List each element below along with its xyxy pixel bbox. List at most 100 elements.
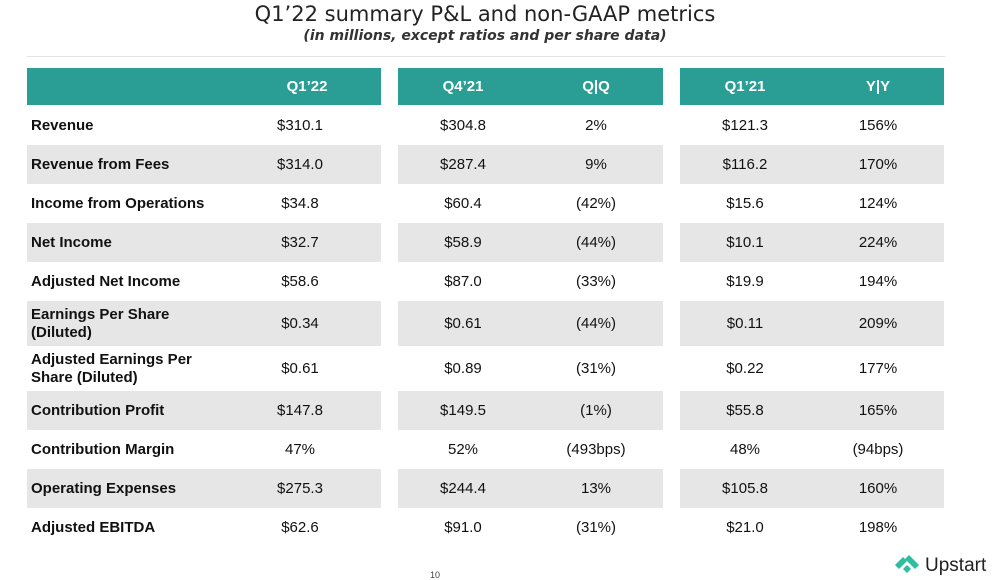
cell-qq: (44%) <box>575 315 616 332</box>
table-row: Adjusted Earnings Per Share (Diluted) $0.… <box>0 346 1000 391</box>
cell-qq: (1%) <box>580 402 612 419</box>
row-label: Operating Expenses <box>31 479 177 497</box>
table-row: Revenue from Fees $314.0 $287.4 9% $116.2 170… <box>0 145 1000 184</box>
cell-q1-22: $0.34 <box>281 315 319 332</box>
row-band <box>680 391 944 430</box>
header-q1-22: Q1’22 <box>286 78 328 95</box>
cell-q1-22: $0.61 <box>281 360 319 377</box>
table-row: Contribution Margin 47% 52% (493bps) 48% (94b… <box>0 430 1000 469</box>
row-band <box>398 469 663 508</box>
row-band <box>398 301 663 346</box>
cell-q1-21: $10.1 <box>726 234 764 251</box>
cell-q1-22: $275.3 <box>277 480 323 497</box>
cell-q1-22: 47% <box>284 441 316 458</box>
cell-yy: 224% <box>858 234 898 251</box>
cell-q4-21: $0.89 <box>444 360 482 377</box>
row-band <box>398 223 663 262</box>
row-band <box>27 301 381 346</box>
logo-text: Upstart <box>925 554 987 576</box>
cell-qq: (31%) <box>575 360 616 377</box>
cell-q1-21: $15.6 <box>726 195 764 212</box>
row-label: Contribution Profit <box>31 401 165 419</box>
row-band <box>398 145 663 184</box>
header-q1-21: Q1’21 <box>724 78 766 95</box>
row-band <box>27 223 381 262</box>
cell-q4-21: 52% <box>447 441 479 458</box>
row-band <box>680 145 944 184</box>
cell-q4-21: $58.9 <box>444 234 482 251</box>
row-label: Net Income <box>31 233 112 251</box>
slide-subtitle: (in millions, except ratios and per shar… <box>303 28 667 44</box>
cell-qq: (33%) <box>575 273 616 290</box>
row-band <box>398 391 663 430</box>
header-group-quarter: Q4’21 Q|Q <box>398 68 663 105</box>
upstart-logo-icon <box>893 552 921 579</box>
table-row: Earnings Per Share (Diluted) $0.34 $0.61 (4… <box>0 301 1000 346</box>
row-label: Contribution Margin <box>31 440 175 458</box>
cell-q1-22: $147.8 <box>277 402 323 419</box>
cell-q1-21: $0.11 <box>726 315 764 332</box>
cell-q4-21: $287.4 <box>440 156 486 173</box>
cell-q4-21: $60.4 <box>444 195 482 212</box>
header-yy: Y|Y <box>865 78 891 95</box>
header-group-current: Q1’22 <box>27 68 381 105</box>
cell-yy: 124% <box>858 195 898 212</box>
cell-qq: (493bps) <box>566 441 626 458</box>
table-row: Operating Expenses $275.3 $244.4 13% $105.8 1… <box>0 469 1000 508</box>
page-number: 10 <box>430 570 441 580</box>
cell-q1-22: $314.0 <box>277 156 323 173</box>
cell-q1-21: $19.9 <box>726 273 764 290</box>
row-band <box>680 223 944 262</box>
cell-q1-21: $116.2 <box>722 156 768 173</box>
cell-q4-21: $91.0 <box>444 519 482 536</box>
row-label: Revenue <box>31 116 94 134</box>
cell-qq: 9% <box>585 156 607 173</box>
row-label: Adjusted Earnings Per Share (Diluted) <box>31 350 192 386</box>
cell-q1-22: $34.8 <box>281 195 319 212</box>
header-group-year: Q1’21 Y|Y <box>680 68 944 105</box>
row-band <box>27 391 381 430</box>
cell-yy: 209% <box>858 315 898 332</box>
table-row: Adjusted EBITDA $62.6 $91.0 (31%) $21.0 198% <box>0 508 1000 547</box>
table-row: Income from Operations $34.8 $60.4 (42%) $15… <box>0 184 1000 223</box>
cell-q1-21: 48% <box>729 441 761 458</box>
cell-yy: 177% <box>858 360 898 377</box>
table-row: Contribution Profit $147.8 $149.5 (1%) $55.8… <box>0 391 1000 430</box>
cell-yy: (94bps) <box>852 441 904 458</box>
cell-qq: 2% <box>585 117 607 134</box>
cell-yy: 170% <box>858 156 898 173</box>
table-row: Net Income $32.7 $58.9 (44%) $10.1 224% <box>0 223 1000 262</box>
row-band <box>680 301 944 346</box>
row-band <box>680 469 944 508</box>
cell-qq: 13% <box>580 480 612 497</box>
cell-q1-21: $55.8 <box>726 402 764 419</box>
header-qq: Q|Q <box>582 78 610 95</box>
cell-q1-22: $310.1 <box>277 117 323 134</box>
cell-qq: (42%) <box>575 195 616 212</box>
cell-q1-21: $21.0 <box>726 519 764 536</box>
cell-yy: 194% <box>858 273 898 290</box>
cell-q1-22: $32.7 <box>281 234 319 251</box>
cell-yy: 160% <box>858 480 898 497</box>
cell-yy: 198% <box>858 519 898 536</box>
table-row: Adjusted Net Income $58.6 $87.0 (33%) $19.9 1… <box>0 262 1000 301</box>
row-label: Income from Operations <box>31 194 205 212</box>
cell-q4-21: $244.4 <box>440 480 486 497</box>
cell-q1-22: $58.6 <box>281 273 319 290</box>
cell-yy: 165% <box>858 402 898 419</box>
cell-qq: (31%) <box>575 519 616 536</box>
row-label: Earnings Per Share (Diluted) <box>31 305 170 341</box>
row-band <box>27 469 381 508</box>
row-label: Adjusted Net Income <box>31 272 181 290</box>
cell-q4-21: $87.0 <box>444 273 482 290</box>
cell-q1-21: $121.3 <box>722 117 768 134</box>
table-row: Revenue $310.1 $304.8 2% $121.3 156% <box>0 106 1000 145</box>
row-label: Revenue from Fees <box>31 155 170 173</box>
slide-title: Q1’22 summary P&L and non-GAAP metrics <box>254 2 716 26</box>
cell-q1-21: $0.22 <box>726 360 764 377</box>
title-divider <box>27 56 945 57</box>
upstart-logo: Upstart <box>893 552 986 579</box>
cell-q1-22: $62.6 <box>281 519 319 536</box>
cell-q1-21: $105.8 <box>722 480 768 497</box>
cell-q4-21: $304.8 <box>440 117 486 134</box>
